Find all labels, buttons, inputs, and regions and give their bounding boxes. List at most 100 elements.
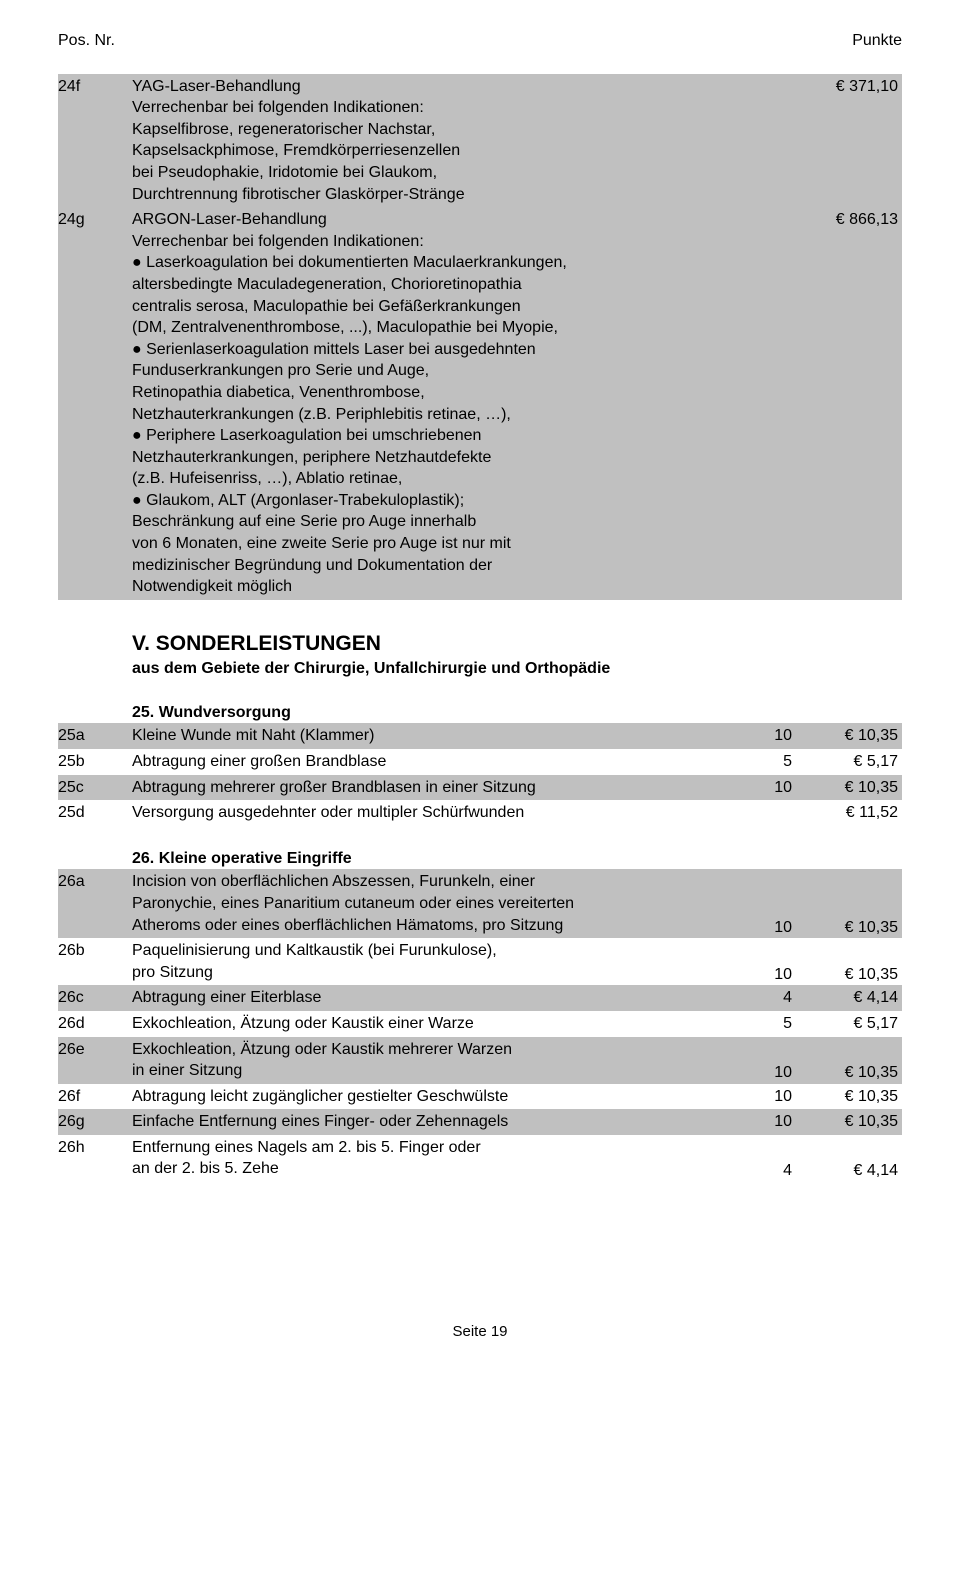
pts-26f: 10 <box>702 1084 792 1110</box>
row-26b: 26b Paquelinisierung und Kaltkaustik (be… <box>58 938 902 985</box>
section-v-subtitle: aus dem Gebiete der Chirurgie, Unfallchi… <box>132 658 902 680</box>
header-left: Pos. Nr. <box>58 30 115 52</box>
pts-val: 10 <box>702 1062 792 1084</box>
price-val: € 10,35 <box>792 917 898 939</box>
pos-25a: 25a <box>58 723 132 749</box>
desc-26b: Paquelinisierung und Kaltkaustik (bei Fu… <box>132 938 702 985</box>
price-26h: € 4,14 <box>792 1135 902 1182</box>
line: Netzhauterkrankungen, periphere Netzhaut… <box>132 447 696 469</box>
pos-26a: 26a <box>58 869 132 938</box>
desc-25a: Kleine Wunde mit Naht (Klammer) <box>132 723 702 749</box>
price-24g: € 866,13 <box>792 207 902 600</box>
price-26c: € 4,14 <box>792 985 902 1011</box>
price-25b: € 5,17 <box>792 749 902 775</box>
price-25a: € 10,35 <box>792 723 902 749</box>
line: Notwendigkeit möglich <box>132 576 696 598</box>
line: ● Laserkoagulation bei dokumentierten Ma… <box>132 252 696 274</box>
price-26f: € 10,35 <box>792 1084 902 1110</box>
row-25a: 25a Kleine Wunde mit Naht (Klammer) 10 €… <box>58 723 902 749</box>
desc-26c: Abtragung einer Eiterblase <box>132 985 702 1011</box>
header-right: Punkte <box>852 30 902 52</box>
line: centralis serosa, Maculopathie bei Gefäß… <box>132 296 696 318</box>
line: Netzhauterkrankungen (z.B. Periphlebitis… <box>132 404 696 426</box>
line: ● Glaukom, ALT (Argonlaser-Trabekuloplas… <box>132 490 696 512</box>
line: in einer Sitzung <box>132 1060 696 1082</box>
line: Verrechenbar bei folgenden Indikationen: <box>132 231 696 253</box>
row-24g: 24g ARGON-Laser-Behandlung Verrechenbar … <box>58 207 902 600</box>
pts-25d <box>702 800 792 826</box>
pts-25b: 5 <box>702 749 792 775</box>
row-26a: 26a Incision von oberflächlichen Abszess… <box>58 869 902 938</box>
section-v-title: V. SONDERLEISTUNGEN <box>132 630 902 658</box>
row-25b: 25b Abtragung einer großen Brandblase 5 … <box>58 749 902 775</box>
pts-24f <box>702 74 792 208</box>
desc-24f: YAG-Laser-Behandlung Verrechenbar bei fo… <box>132 74 702 208</box>
line: Entfernung eines Nagels am 2. bis 5. Fin… <box>132 1137 696 1159</box>
pos-26d: 26d <box>58 1011 132 1037</box>
pos-26f: 26f <box>58 1084 132 1110</box>
line: Atheroms oder eines oberflächlichen Häma… <box>132 915 696 937</box>
price-val: € 4,14 <box>792 1160 898 1182</box>
line: medizinischer Begründung und Dokumentati… <box>132 555 696 577</box>
row-26c: 26c Abtragung einer Eiterblase 4 € 4,14 <box>58 985 902 1011</box>
price-25c: € 10,35 <box>792 775 902 801</box>
desc-26h: Entfernung eines Nagels am 2. bis 5. Fin… <box>132 1135 702 1182</box>
line: Durchtrennung fibrotischer Glaskörper-St… <box>132 184 696 206</box>
row-26e: 26e Exkochleation, Ätzung oder Kaustik m… <box>58 1037 902 1084</box>
pos-26g: 26g <box>58 1109 132 1135</box>
row-26f: 26f Abtragung leicht zugänglicher gestie… <box>58 1084 902 1110</box>
line: (DM, Zentralvenenthrombose, ...), Maculo… <box>132 317 696 339</box>
price-26d: € 5,17 <box>792 1011 902 1037</box>
page-footer: Seite 19 <box>58 1322 902 1342</box>
line: an der 2. bis 5. Zehe <box>132 1158 696 1180</box>
line: Verrechenbar bei folgenden Indikationen: <box>132 97 696 119</box>
price-26g: € 10,35 <box>792 1109 902 1135</box>
line: ARGON-Laser-Behandlung <box>132 209 696 231</box>
line: Paronychie, eines Panaritium cutaneum od… <box>132 893 696 915</box>
desc-26f: Abtragung leicht zugänglicher gestielter… <box>132 1084 702 1110</box>
desc-26g: Einfache Entfernung eines Finger- oder Z… <box>132 1109 702 1135</box>
desc-25c: Abtragung mehrerer großer Brandblasen in… <box>132 775 702 801</box>
pos-25c: 25c <box>58 775 132 801</box>
pts-26a: 10 <box>702 869 792 938</box>
pos-26c: 26c <box>58 985 132 1011</box>
sub26-heading: 26. Kleine operative Eingriffe <box>132 848 902 870</box>
price-26a: € 10,35 <box>792 869 902 938</box>
line: pro Sitzung <box>132 962 696 984</box>
pos-24g: 24g <box>58 207 132 600</box>
pts-26e: 10 <box>702 1037 792 1084</box>
pts-25c: 10 <box>702 775 792 801</box>
pts-26b: 10 <box>702 938 792 985</box>
desc-25d: Versorgung ausgedehnter oder multipler S… <box>132 800 702 826</box>
line: bei Pseudophakie, Iridotomie bei Glaukom… <box>132 162 696 184</box>
line: Retinopathia diabetica, Venenthrombose, <box>132 382 696 404</box>
pts-26c: 4 <box>702 985 792 1011</box>
row-25d: 25d Versorgung ausgedehnter oder multipl… <box>58 800 902 826</box>
price-25d: € 11,52 <box>792 800 902 826</box>
section-v-heading: V. SONDERLEISTUNGEN aus dem Gebiete der … <box>132 630 902 680</box>
desc-26a: Incision von oberflächlichen Abszessen, … <box>132 869 702 938</box>
line: (z.B. Hufeisenriss, …), Ablatio retinae, <box>132 468 696 490</box>
pts-26d: 5 <box>702 1011 792 1037</box>
price-26b: € 10,35 <box>792 938 902 985</box>
pos-24f: 24f <box>58 74 132 208</box>
pts-26h: 4 <box>702 1135 792 1182</box>
pos-26b: 26b <box>58 938 132 985</box>
line: Kapselfibrose, regeneratorischer Nachsta… <box>132 119 696 141</box>
pts-val: 10 <box>702 917 792 939</box>
desc-25b: Abtragung einer großen Brandblase <box>132 749 702 775</box>
row-26h: 26h Entfernung eines Nagels am 2. bis 5.… <box>58 1135 902 1182</box>
price-24f: € 371,10 <box>792 74 902 208</box>
pts-val: 10 <box>702 964 792 986</box>
sub25-heading: 25. Wundversorgung <box>132 702 902 724</box>
row-24f: 24f YAG-Laser-Behandlung Verrechenbar be… <box>58 74 902 208</box>
line: altersbedingte Maculadegeneration, Chori… <box>132 274 696 296</box>
line: ● Serienlaserkoagulation mittels Laser b… <box>132 339 696 361</box>
page-header: Pos. Nr. Punkte <box>58 30 902 52</box>
pos-25b: 25b <box>58 749 132 775</box>
row-26g: 26g Einfache Entfernung eines Finger- od… <box>58 1109 902 1135</box>
pos-25d: 25d <box>58 800 132 826</box>
line: Paquelinisierung und Kaltkaustik (bei Fu… <box>132 940 696 962</box>
line: ● Periphere Laserkoagulation bei umschri… <box>132 425 696 447</box>
desc-26d: Exkochleation, Ätzung oder Kaustik einer… <box>132 1011 702 1037</box>
